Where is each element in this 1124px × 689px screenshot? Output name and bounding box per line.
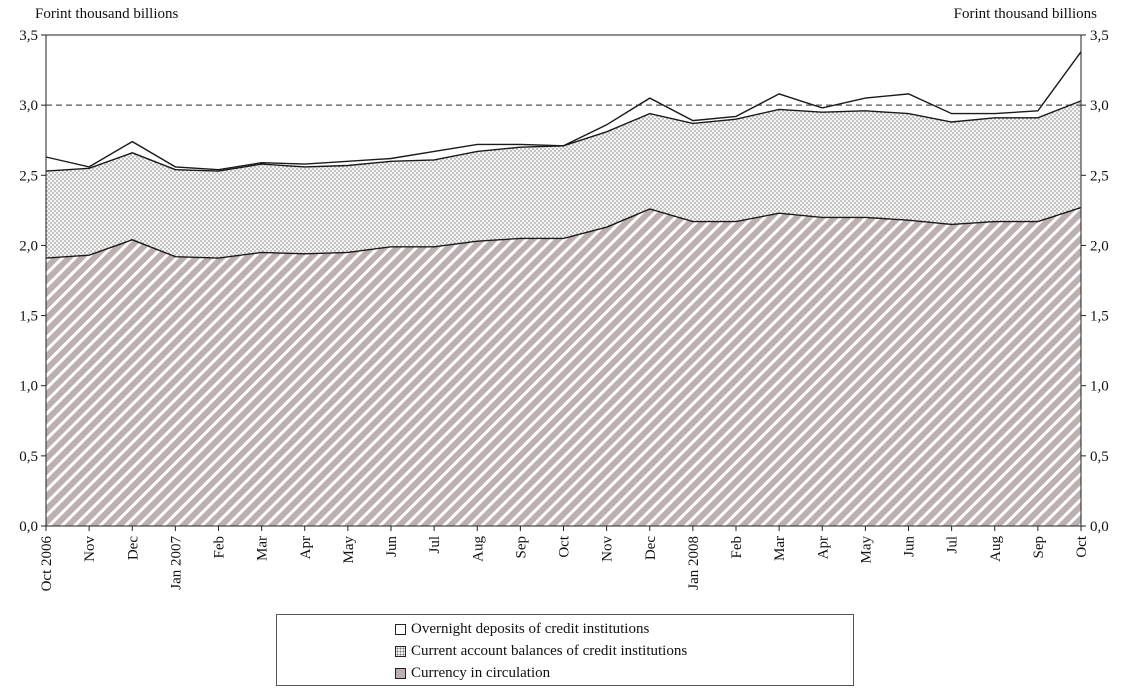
x-tick-label: Apr: [298, 536, 314, 559]
legend-item-current-account-balances: Current account balances of credit insti…: [395, 641, 687, 661]
x-tick-label: Sep: [513, 536, 529, 559]
x-tick-label: May: [858, 536, 874, 564]
x-tick-label: Nov: [600, 536, 616, 562]
line-overnight-deposits: [45, 51, 1082, 171]
y-tick-right-label: 2,0: [1090, 238, 1109, 254]
legend-label-overnight-deposits: Overnight deposits of credit institution…: [411, 620, 650, 637]
y-tick-left-label: 3,0: [19, 98, 38, 114]
legend-label-currency-in-circulation: Currency in circulation: [411, 664, 551, 681]
x-tick-label: Dec: [125, 536, 141, 560]
legend-swatch-overnight-deposits: [395, 623, 406, 635]
y-tick-right-label: 0,5: [1090, 449, 1109, 465]
x-tick-label: Oct 2006: [39, 536, 55, 592]
series-areas: [46, 51, 1081, 526]
y-tick-left-label: 0,5: [19, 449, 38, 465]
x-tick-label: Feb: [729, 536, 745, 559]
x-tick-label: Sep: [1031, 536, 1047, 559]
x-tick-label: Oct: [557, 535, 573, 557]
y-tick-left-label: 3,5: [19, 28, 38, 44]
y-tick-right-label: 2,5: [1090, 168, 1109, 184]
legend-label-current-account-balances: Current account balances of credit insti…: [411, 642, 688, 659]
x-tick-label: Jun: [902, 536, 918, 557]
y-tick-left-label: 2,0: [19, 238, 38, 254]
x-tick-label: Jul: [427, 536, 443, 554]
series-lines: [45, 51, 1082, 259]
x-tick-label: Aug: [988, 536, 1004, 562]
y-tick-right-label: 1,5: [1090, 309, 1109, 325]
y-tick-left-label: 0,0: [19, 519, 38, 535]
area-current-account-balances: [46, 100, 1081, 259]
y-axis-unit-label-left: Forint thousand billions: [35, 6, 179, 22]
x-tick-label: Jun: [384, 536, 400, 557]
y-tick-left-label: 1,0: [19, 379, 38, 395]
y-tick-right-label: 3,5: [1090, 28, 1109, 44]
y-axis-unit-label-right: Forint thousand billions: [953, 6, 1097, 22]
y-axis-right-ticks: 0,0 0,5 1,0 1,5 2,0 2,5 3,0 3,5: [1081, 28, 1109, 535]
x-tick-label: Jan 2007: [168, 536, 184, 590]
line-currency-in-circulation: [45, 206, 1082, 259]
y-axis-left-ticks: 0,0 0,5 1,0 1,5 2,0 2,5 3,0 3,5: [19, 28, 46, 535]
area-currency-in-circulation: [46, 207, 1081, 526]
x-tick-label: Feb: [212, 536, 228, 559]
legend-swatch-currency-in-circulation: [395, 667, 406, 679]
y-tick-right-label: 3,0: [1090, 98, 1109, 114]
x-tick-label: Mar: [772, 536, 788, 561]
x-axis-ticks: Oct 2006 Nov Dec Jan 2007 Feb Mar Apr May Jun Jul…: [39, 526, 1090, 591]
x-tick-label: Mar: [255, 536, 271, 561]
x-tick-label: Oct: [1074, 535, 1090, 557]
y-tick-right-label: 0,0: [1090, 519, 1109, 535]
x-tick-label: Jan 2008: [686, 536, 702, 590]
legend-item-overnight-deposits: Overnight deposits of credit institution…: [395, 619, 649, 639]
x-tick-label: May: [341, 536, 357, 564]
y-tick-left-label: 2,5: [19, 168, 38, 184]
legend-swatch-current-account-balances: [395, 645, 406, 657]
x-tick-label: Apr: [815, 536, 831, 559]
y-tick-right-label: 1,0: [1090, 379, 1109, 395]
x-tick-label: Jul: [945, 536, 961, 554]
x-tick-label: Dec: [643, 536, 659, 560]
y-tick-left-label: 1,5: [19, 309, 38, 325]
x-tick-label: Aug: [470, 536, 486, 562]
legend-item-currency-in-circulation: Currency in circulation: [395, 663, 550, 683]
stacked-area-chart: 0,0 0,5 1,0 1,5 2,0 2,5 3,0 3,5 0,0 0,5 1,0 1,5 2,0…: [19, 28, 1109, 591]
chart-legend: Overnight deposits of credit institution…: [276, 614, 854, 686]
x-tick-label: Nov: [82, 536, 98, 562]
